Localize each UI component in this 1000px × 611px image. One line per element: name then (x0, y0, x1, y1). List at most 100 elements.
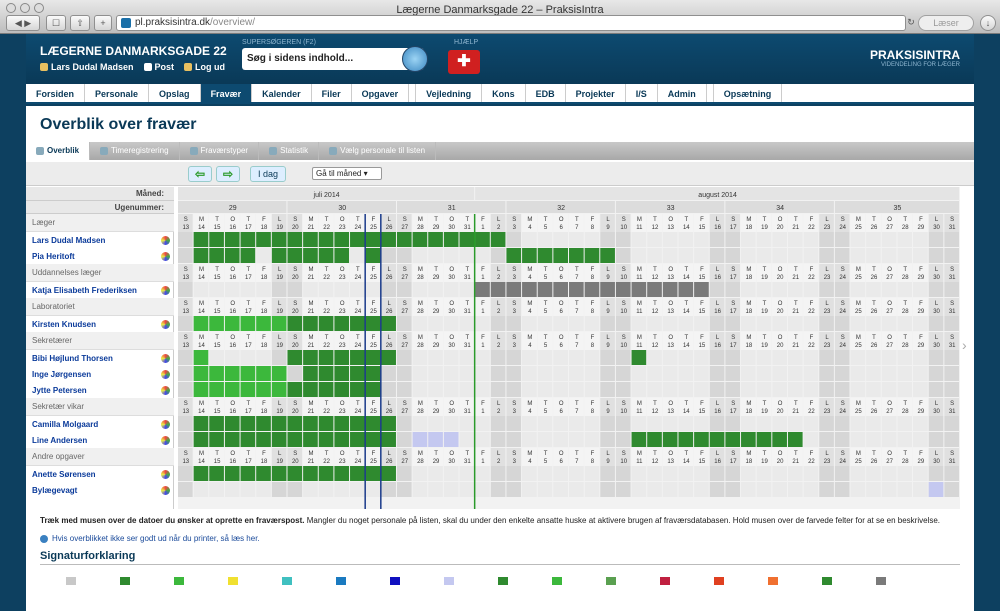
globe-icon[interactable] (161, 353, 170, 363)
day-number: 26 (871, 309, 878, 315)
share-icon[interactable]: ⇧ (70, 15, 90, 31)
calendar-area[interactable]: juli 2014 august 2014 29 30 31 32 33 34 35 S 13 M 14… (178, 187, 960, 509)
search-input[interactable]: Søg i sidens indhold... (242, 48, 424, 70)
new-tab-icon[interactable]: + (94, 15, 112, 31)
nav-admin[interactable]: Admin (658, 84, 707, 102)
subtab-3[interactable]: Statistik (259, 142, 320, 160)
person-3-2[interactable]: Jytte Petersen (26, 382, 174, 398)
globe-icon[interactable] (161, 485, 170, 495)
subtab-1[interactable]: Timeregistrering (90, 142, 180, 160)
globe-icon[interactable] (161, 419, 170, 429)
subtab-2[interactable]: Fraværstyper (180, 142, 260, 160)
nav-kons[interactable]: Kons (482, 84, 526, 102)
nav-opslag[interactable]: Opslag (149, 84, 201, 102)
search-icon[interactable] (402, 46, 428, 72)
globe-icon[interactable] (161, 235, 170, 245)
nav-is[interactable]: I/S (626, 84, 658, 102)
day-cell (600, 316, 615, 331)
today-button[interactable]: I dag (250, 166, 286, 182)
day-number: 24 (355, 409, 362, 415)
scroll-right-icon[interactable]: › (962, 337, 967, 353)
day-number: 15 (699, 343, 706, 349)
person-5-0[interactable]: Anette Sørensen (26, 466, 174, 482)
day-cell (256, 248, 271, 263)
day-letter: L (497, 335, 501, 341)
day-letter: L (278, 217, 282, 223)
day-cell (662, 350, 678, 365)
next-arrow-button[interactable]: ⇨ (216, 166, 240, 182)
post-link[interactable]: Post (143, 62, 174, 72)
person-4-1[interactable]: Line Andersen (26, 432, 174, 448)
globe-icon[interactable] (161, 251, 170, 261)
nav-filer[interactable]: Filer (312, 84, 352, 102)
globe-icon[interactable] (161, 369, 170, 379)
sidebar-icon[interactable]: ☐ (46, 15, 66, 31)
help-cross-icon[interactable]: ✚ (448, 50, 480, 74)
person-3-0[interactable]: Bibi Højlund Thorsen (26, 350, 174, 366)
day-header-cell (803, 298, 819, 316)
day-number: 31 (949, 459, 956, 465)
day-number: 28 (902, 343, 909, 349)
url-bar[interactable]: pl.praksisintra.dk/overview/ (116, 15, 906, 31)
nav-personale[interactable]: Personale (85, 84, 150, 102)
day-letter: T (872, 217, 876, 223)
week-header (287, 201, 396, 213)
subtab-4[interactable]: Vælg personale til listen (319, 142, 437, 160)
day-number: 2 (497, 409, 501, 415)
person-1-0[interactable]: Katja Elisabeth Frederiksen (26, 282, 174, 298)
day-letter: T (684, 335, 688, 341)
back-forward-button[interactable]: ◀ ▶ (6, 15, 40, 31)
print-help-link[interactable]: Hvis overblikket ikke ser godt ud når du… (40, 534, 260, 543)
user-link[interactable]: Lars Dudal Madsen (40, 62, 134, 72)
close-window-icon[interactable] (6, 3, 16, 13)
person-0-0[interactable]: Lars Dudal Madsen (26, 232, 174, 248)
person-0-1[interactable]: Pia Heritoft (26, 248, 174, 264)
day-letter: O (340, 267, 345, 273)
day-cell (522, 432, 537, 447)
nav-fravær[interactable]: Fravær (200, 84, 253, 102)
day-number: 10 (620, 225, 627, 231)
day-cell (615, 382, 631, 397)
globe-icon[interactable] (161, 435, 170, 445)
day-header-cell (522, 398, 537, 416)
person-2-0[interactable]: Kirsten Knudsen (26, 316, 174, 332)
day-cell (881, 482, 897, 497)
day-letter: T (794, 451, 798, 457)
globe-icon[interactable] (161, 319, 170, 329)
nav-forsiden[interactable]: Forsiden (26, 84, 86, 102)
goto-month-select[interactable]: Gå til måned ▾ (312, 167, 382, 180)
person-3-1[interactable]: Inge Jørgensen (26, 366, 174, 382)
minimize-window-icon[interactable] (20, 3, 30, 13)
day-number: 11 (636, 225, 643, 231)
downloads-icon[interactable]: ↓ (980, 15, 996, 31)
day-number: 31 (464, 459, 471, 465)
globe-icon[interactable] (161, 285, 170, 295)
absence-cell (381, 350, 396, 365)
zoom-window-icon[interactable] (34, 3, 44, 13)
day-header-cell (678, 264, 694, 282)
day-header-cell (490, 214, 506, 232)
logout-link[interactable]: Log ud (184, 62, 225, 72)
reload-icon[interactable]: ↻ (907, 17, 915, 27)
globe-icon[interactable] (161, 469, 170, 479)
nav-projekter[interactable]: Projekter (566, 84, 626, 102)
nav-kalender[interactable]: Kalender (252, 84, 312, 102)
day-cell (866, 366, 881, 381)
day-header-cell (396, 398, 412, 416)
reader-button[interactable]: Læser (918, 15, 974, 31)
nav-opgaver[interactable]: Opgaver (352, 84, 410, 102)
absence-cell (381, 316, 396, 331)
nav-opsætning[interactable]: Opsætning (712, 84, 783, 102)
day-number: 17 (245, 409, 252, 415)
person-4-0[interactable]: Camilla Molgaard (26, 416, 174, 432)
globe-icon[interactable] (161, 385, 170, 395)
nav-edb[interactable]: EDB (526, 84, 566, 102)
nav-vejledning[interactable]: Vejledning (415, 84, 483, 102)
day-cell (381, 248, 396, 263)
subtab-0[interactable]: Overblik (26, 142, 91, 160)
absence-cell (318, 382, 334, 397)
prev-arrow-button[interactable]: ⇦ (188, 166, 212, 182)
day-header-cell (475, 448, 490, 466)
person-5-1[interactable]: Bylægevagt (26, 482, 174, 498)
day-letter: S (293, 217, 297, 223)
